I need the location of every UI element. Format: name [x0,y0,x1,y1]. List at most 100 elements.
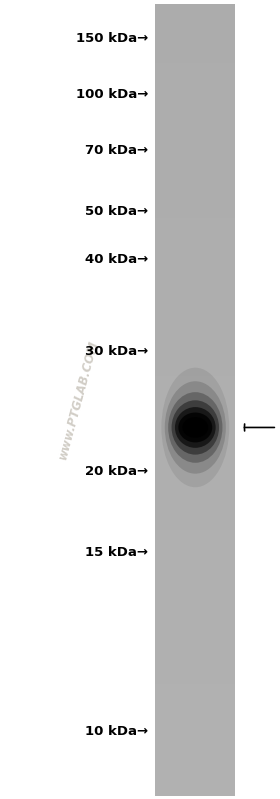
Bar [155,75,235,80]
Bar [155,518,235,523]
Bar [155,352,235,357]
Bar [155,763,235,768]
Bar [155,479,235,483]
Ellipse shape [175,407,216,447]
Bar [155,99,235,104]
Bar [155,676,235,681]
Text: 150 kDa→: 150 kDa→ [76,32,148,45]
Bar [155,688,235,693]
Bar [155,201,235,206]
Bar [155,273,235,278]
Bar [155,704,235,709]
Bar [155,126,235,131]
Bar [155,590,235,594]
Ellipse shape [172,400,219,455]
Bar [155,665,235,670]
Bar [155,661,235,666]
Text: 20 kDa→: 20 kDa→ [85,465,148,478]
Bar [155,407,235,412]
Bar [155,119,235,123]
Bar [155,411,235,416]
Bar [155,542,235,547]
Bar [155,767,235,772]
Bar [155,225,235,230]
Bar [155,696,235,701]
Bar [155,229,235,234]
Bar [155,217,235,222]
Bar [155,178,235,183]
Bar [155,194,235,199]
Ellipse shape [182,417,208,438]
Bar [155,261,235,266]
Bar [155,91,235,96]
Bar [155,400,235,404]
Bar [155,380,235,384]
Bar [155,162,235,167]
Bar [155,87,235,92]
Bar [155,257,235,262]
Bar [155,384,235,388]
Bar [155,348,235,353]
Bar [155,107,235,112]
Bar [155,241,235,246]
Bar [155,708,235,713]
Bar [155,4,235,9]
Bar [155,281,235,285]
Bar [155,629,235,634]
Bar [155,566,235,570]
Bar [155,728,235,733]
Bar [155,724,235,729]
Bar [155,783,235,788]
Bar [155,459,235,463]
Bar [155,237,235,242]
Bar [155,700,235,705]
Bar [155,574,235,578]
Bar [155,292,235,297]
Bar [155,637,235,642]
Bar [155,158,235,163]
Text: 10 kDa→: 10 kDa→ [85,725,148,737]
Bar [155,16,235,21]
Bar [155,170,235,175]
Bar [155,328,235,333]
Bar [155,304,235,309]
Bar [155,288,235,293]
Bar [155,312,235,317]
Bar [155,463,235,467]
Bar [155,439,235,443]
Bar [155,443,235,447]
Bar [155,71,235,76]
Bar [155,467,235,471]
Bar [155,609,235,614]
Bar [155,20,235,25]
Bar [155,586,235,590]
Bar [155,40,235,44]
Bar [155,12,235,17]
Bar [155,740,235,745]
Bar [155,499,235,503]
Bar [155,209,235,214]
Bar [155,320,235,325]
Bar [155,253,235,258]
Bar [155,435,235,440]
Bar [155,775,235,780]
Bar [155,582,235,586]
Bar [155,221,235,226]
Text: 70 kDa→: 70 kDa→ [85,144,148,157]
Bar [155,720,235,725]
Bar [155,431,235,436]
Bar [155,601,235,606]
Bar [155,534,235,539]
Bar [155,360,235,364]
Bar [155,625,235,630]
Bar [155,712,235,717]
Bar [155,376,235,380]
Bar [155,578,235,582]
Bar [155,546,235,551]
Bar [155,308,235,313]
Ellipse shape [165,381,226,474]
Bar [155,8,235,13]
Bar [155,673,235,678]
Bar [155,779,235,784]
Bar [155,653,235,658]
